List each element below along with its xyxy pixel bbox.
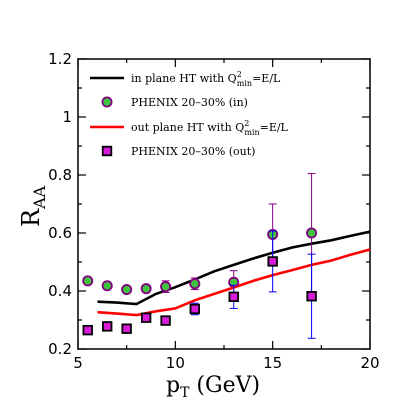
data-point	[101, 280, 113, 292]
legend-swatch-circle	[101, 96, 113, 108]
y-tick-label: 0.6	[48, 224, 72, 242]
data-point	[306, 227, 318, 239]
legend-label: in plane HT with Q2 min=E/L	[131, 70, 281, 88]
x-tick-label: 20	[360, 354, 379, 372]
tick-labels: 5 10 15 20 0.2 0.4 0.6 0.8 1 1.2	[48, 50, 379, 372]
series-line-0	[97, 230, 371, 306]
x-axis-title-sub: T	[180, 385, 190, 401]
y-tick-label: 1	[62, 108, 72, 126]
y-axis-title-sub: AA	[30, 185, 49, 210]
data-point	[160, 281, 172, 293]
legend: in plane HT with Q2 min=E/L PHENIX 20–30% …	[90, 70, 289, 158]
legend-label: out plane HT with Q2 min=E/L	[131, 119, 289, 137]
data-point	[140, 312, 152, 323]
legend-label: PHENIX 20–30% (in)	[131, 96, 248, 109]
y-tick-label: 0.8	[48, 166, 72, 184]
data-point	[306, 291, 317, 302]
x-axis-title-suffix: (GeV)	[189, 373, 260, 398]
legend-label: PHENIX 20–30% (out)	[131, 145, 255, 158]
data-point	[160, 315, 171, 326]
data-point	[228, 291, 239, 303]
data-point	[189, 303, 201, 315]
y-tick-label: 1.2	[48, 50, 72, 68]
y-tick-label: 0.2	[48, 340, 72, 358]
data-point	[82, 324, 93, 336]
data-point	[102, 321, 113, 332]
data-point	[189, 278, 201, 290]
x-tick-label: 15	[263, 354, 282, 372]
y-axis-title-main: R	[17, 208, 45, 227]
series-layer	[82, 173, 371, 339]
y-axis-title: RAA	[17, 185, 49, 227]
data-point	[121, 284, 133, 296]
data-point	[82, 275, 94, 287]
x-tick-label: 10	[166, 354, 185, 372]
data-point	[121, 323, 132, 334]
x-tick-label: 5	[73, 354, 83, 372]
data-point	[140, 283, 152, 295]
y-tick-label: 0.4	[48, 282, 72, 300]
x-axis-title: pT (GeV)	[166, 373, 260, 401]
data-point	[267, 256, 278, 267]
x-axis-title-main: p	[166, 373, 180, 398]
legend-swatch-square	[101, 145, 113, 157]
